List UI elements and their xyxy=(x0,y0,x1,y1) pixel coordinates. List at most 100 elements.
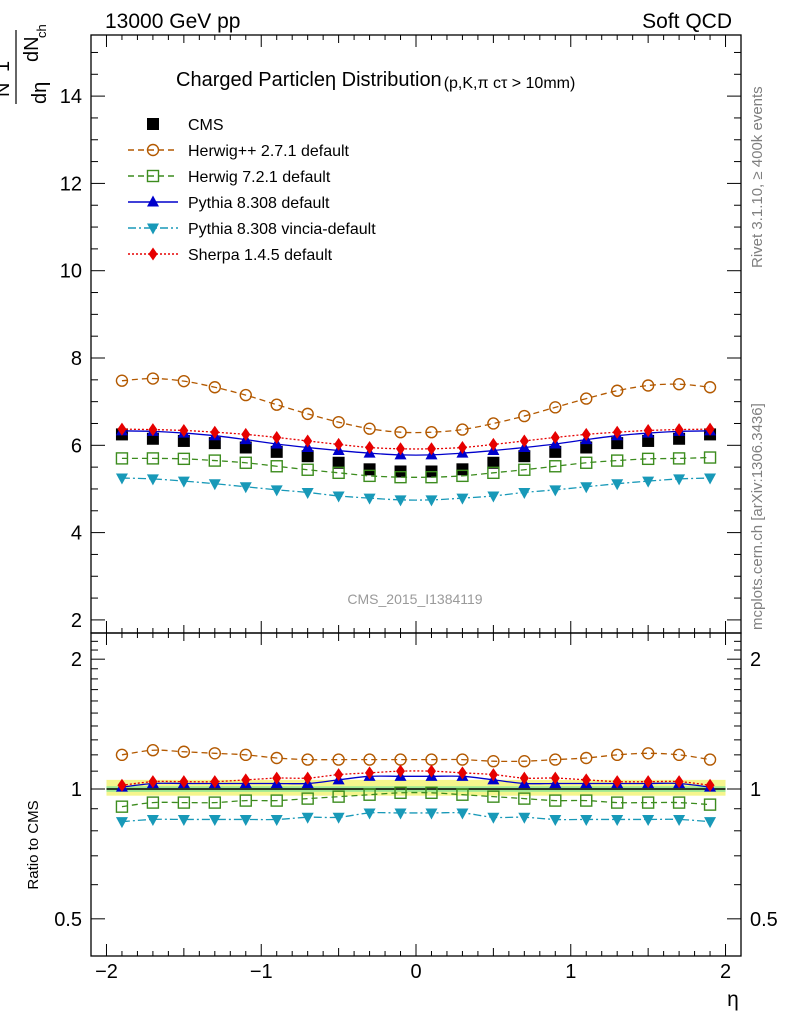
ratio-y-tick-label: 0.5 xyxy=(54,909,82,931)
data-point xyxy=(672,452,686,465)
data-point xyxy=(674,423,684,437)
data-point xyxy=(487,417,500,430)
data-point xyxy=(703,381,717,394)
data-point xyxy=(334,437,344,451)
data-point xyxy=(643,423,653,437)
series-3 xyxy=(115,424,717,460)
ratio-point xyxy=(334,768,344,782)
ratio-point xyxy=(610,748,624,762)
data-point xyxy=(425,470,438,484)
ratio-point xyxy=(117,778,127,792)
ratio-point xyxy=(487,755,500,768)
ratio-series-3 xyxy=(115,808,717,829)
ratio-point xyxy=(365,766,375,780)
chart-title: Charged Particleη Distribution (p,K,π cτ … xyxy=(176,69,575,92)
mcplots-label: mcplots.cern.ch [arXiv:1306.3436] xyxy=(749,403,766,630)
ratio-point xyxy=(301,812,314,824)
data-point xyxy=(610,454,624,467)
data-point xyxy=(115,473,128,485)
ratio-point xyxy=(672,748,686,762)
data-point xyxy=(642,434,655,447)
y-axis-label: 1 N dN ch dη xyxy=(0,24,51,104)
series-0 xyxy=(115,428,717,478)
ratio-point xyxy=(673,814,686,826)
ratio-y-tick-label-right: 2 xyxy=(750,649,761,671)
data-point xyxy=(519,434,529,448)
ratio-point xyxy=(674,775,684,789)
legend-item-2: Herwig 7.2.1 default xyxy=(128,169,331,186)
ratio-point xyxy=(549,753,562,766)
ratio-point xyxy=(363,788,376,801)
ratio-point xyxy=(641,747,655,760)
data-point xyxy=(426,442,436,456)
ratio-point xyxy=(487,812,500,824)
data-point xyxy=(208,454,222,467)
y-tick-label: 10 xyxy=(60,261,82,283)
x-tick-label: 2 xyxy=(720,961,731,983)
data-point xyxy=(612,425,622,439)
ratio-point xyxy=(703,798,717,811)
y-label-dn: dN xyxy=(21,36,43,62)
data-point xyxy=(146,474,159,486)
data-point xyxy=(301,450,314,463)
ratio-point xyxy=(425,786,438,799)
x-tick-label: 1 xyxy=(565,961,576,983)
ratio-point xyxy=(301,753,314,766)
ratio-point xyxy=(301,792,314,805)
legend-label: Herwig++ 2.7.1 default xyxy=(188,143,350,160)
ratio-point xyxy=(672,796,686,809)
data-point xyxy=(115,374,129,387)
ratio-point xyxy=(581,773,591,787)
ratio-point xyxy=(239,748,252,762)
ratio-point xyxy=(425,808,438,820)
ratio-y-tick-label: 1 xyxy=(71,779,82,801)
legend-swatch-marker xyxy=(148,247,158,261)
ratio-point xyxy=(270,751,283,765)
legend-swatch-marker xyxy=(146,169,160,183)
data-point xyxy=(549,460,562,473)
data-point xyxy=(518,450,531,463)
legend-swatch-marker xyxy=(146,143,160,157)
ratio-axis-label: Ratio to CMS xyxy=(25,800,42,889)
data-point xyxy=(456,463,469,476)
data-point xyxy=(394,426,407,439)
ratio-y-tick-label-right: 0.5 xyxy=(750,909,778,931)
data-point xyxy=(363,463,376,476)
ratio-point xyxy=(115,748,129,762)
data-point xyxy=(672,377,686,391)
data-point xyxy=(239,388,252,402)
ratio-y-tick-label: 2 xyxy=(71,649,82,671)
ratio-point xyxy=(208,747,222,760)
ratio-point xyxy=(487,790,500,803)
legend-item-5: Sherpa 1.4.5 default xyxy=(128,247,333,264)
ratio-series-4 xyxy=(117,764,715,792)
x-axis-label: η xyxy=(727,988,739,1011)
ratio-point xyxy=(642,814,655,826)
ratio-point xyxy=(518,812,531,824)
data-point xyxy=(581,427,591,441)
ratio-point xyxy=(518,755,531,768)
data-point xyxy=(363,493,376,505)
x-tick-label: −2 xyxy=(95,961,118,983)
ratio-point xyxy=(332,790,345,803)
ratio-point xyxy=(210,775,220,789)
ratio-point xyxy=(270,814,283,826)
y-label-deta: dη xyxy=(29,82,51,104)
data-point xyxy=(239,441,252,454)
data-point xyxy=(363,422,376,435)
legend: CMS Herwig++ 2.7.1 default Herwig 7.2.1 de… xyxy=(128,117,376,264)
ratio-point xyxy=(179,775,189,789)
ratio-point xyxy=(208,814,221,826)
ratio-series-1 xyxy=(115,786,717,813)
ratio-point xyxy=(519,771,529,785)
data-point xyxy=(487,466,500,480)
ratio-point xyxy=(332,753,345,766)
data-point xyxy=(239,482,252,494)
series-4 xyxy=(115,473,717,507)
data-point xyxy=(177,476,190,488)
legend-label: Sherpa 1.4.5 default xyxy=(188,247,333,264)
data-point xyxy=(146,452,160,465)
legend-swatch-marker xyxy=(147,118,159,130)
ratio-point xyxy=(239,794,252,807)
